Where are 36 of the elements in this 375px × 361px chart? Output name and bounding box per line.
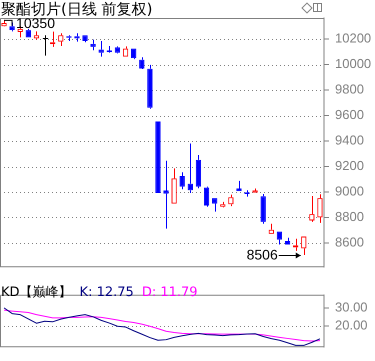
y-tick-label: 30.00 <box>335 300 368 315</box>
y-tick-label: 9800 <box>335 82 364 97</box>
chart-title: 聚酯切片(日线 前复权) <box>1 0 152 18</box>
candlestick <box>268 223 274 234</box>
candlestick <box>42 34 49 56</box>
candlestick <box>147 64 152 110</box>
annotation: 8506 <box>246 246 278 262</box>
candlestick <box>139 56 144 68</box>
candlestick <box>131 48 136 60</box>
candlestick <box>188 143 193 194</box>
candlestick <box>317 194 323 224</box>
chart-title: KD【巅峰】 <box>1 285 72 300</box>
y-tick-label: 9600 <box>335 107 364 122</box>
y-tick-label: 9400 <box>335 132 364 148</box>
y-tick-label: 20.00 <box>335 317 368 332</box>
candlestick <box>172 168 177 204</box>
candlestick <box>196 154 202 189</box>
y-tick-label: 8600 <box>335 234 364 250</box>
candlestick <box>301 236 306 256</box>
y-tick-label: 9000 <box>335 184 364 199</box>
candlestick <box>180 172 185 190</box>
candlestick <box>90 39 96 51</box>
candlestick <box>284 237 290 245</box>
candlestick <box>34 30 40 40</box>
candlestick <box>114 46 120 53</box>
series-label: D: 11.79 <box>142 285 198 300</box>
candlestick <box>276 232 282 246</box>
y-tick-label: 10200 <box>335 30 372 46</box>
y-tick-label: 10000 <box>335 56 372 72</box>
candlestick <box>204 186 210 208</box>
y-tick-label: 9200 <box>335 158 364 174</box>
candlestick <box>212 198 218 212</box>
candlestick <box>74 32 80 42</box>
series-label: K: 12.75 <box>80 285 134 300</box>
candlestick <box>98 40 104 58</box>
y-tick-label: 8800 <box>335 209 364 224</box>
